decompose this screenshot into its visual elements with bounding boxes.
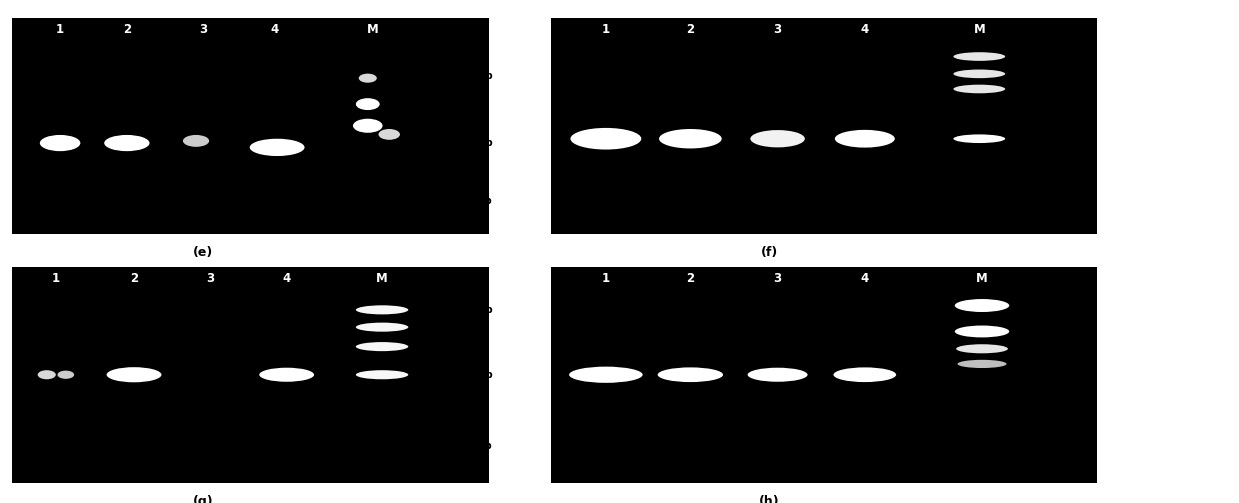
Text: M: M — [367, 23, 378, 36]
Ellipse shape — [957, 344, 1009, 353]
Ellipse shape — [356, 322, 409, 331]
Ellipse shape — [104, 135, 150, 151]
Text: 2: 2 — [686, 272, 694, 285]
Ellipse shape — [378, 129, 400, 140]
Text: (e): (e) — [193, 246, 213, 259]
Ellipse shape — [751, 130, 805, 147]
Ellipse shape — [954, 69, 1005, 78]
Text: 1: 1 — [56, 23, 64, 36]
Text: 300bp: 300bp — [456, 370, 493, 380]
Ellipse shape — [250, 139, 305, 156]
Text: 4: 4 — [282, 272, 291, 285]
Ellipse shape — [356, 98, 379, 110]
Ellipse shape — [353, 119, 383, 133]
Text: 300bp: 300bp — [1058, 370, 1095, 380]
Text: 1: 1 — [602, 23, 610, 36]
Text: (f): (f) — [761, 246, 778, 259]
Text: 4: 4 — [270, 23, 279, 36]
Text: (h): (h) — [760, 495, 779, 503]
Text: 4: 4 — [861, 23, 869, 36]
Text: 4: 4 — [861, 272, 869, 285]
Ellipse shape — [747, 368, 808, 382]
Text: 100bp: 100bp — [456, 441, 493, 451]
Text: 300bp: 300bp — [456, 138, 493, 148]
Text: (g): (g) — [193, 495, 213, 503]
Ellipse shape — [570, 128, 642, 149]
Text: 2: 2 — [130, 272, 138, 285]
Text: M: M — [377, 272, 388, 285]
Text: 3: 3 — [206, 272, 214, 285]
Ellipse shape — [183, 135, 209, 147]
Ellipse shape — [954, 85, 1005, 94]
Text: 600bp: 600bp — [456, 71, 493, 81]
Text: 3: 3 — [773, 23, 782, 36]
Text: 100bp: 100bp — [1058, 201, 1095, 211]
Text: M: M — [976, 272, 987, 285]
Ellipse shape — [57, 371, 74, 379]
Ellipse shape — [954, 134, 1005, 143]
Ellipse shape — [37, 370, 56, 379]
Ellipse shape — [658, 367, 724, 382]
Ellipse shape — [955, 325, 1010, 338]
Ellipse shape — [835, 130, 895, 147]
Ellipse shape — [107, 367, 161, 382]
Ellipse shape — [659, 129, 721, 148]
Text: 3: 3 — [773, 272, 782, 285]
Text: 100bp: 100bp — [1058, 446, 1095, 455]
Text: 300bp: 300bp — [1058, 134, 1095, 144]
Text: 3: 3 — [199, 23, 207, 36]
Ellipse shape — [954, 52, 1005, 61]
Ellipse shape — [259, 368, 315, 382]
Text: 600bp: 600bp — [456, 305, 493, 315]
Text: 600bp: 600bp — [1058, 305, 1095, 315]
Text: 2: 2 — [686, 23, 694, 36]
Ellipse shape — [356, 342, 409, 351]
Ellipse shape — [40, 135, 81, 151]
Ellipse shape — [356, 305, 409, 314]
Ellipse shape — [356, 370, 409, 379]
Ellipse shape — [359, 73, 377, 82]
Ellipse shape — [955, 299, 1010, 312]
Text: 1: 1 — [602, 272, 610, 285]
Ellipse shape — [569, 367, 643, 383]
Text: 600bp: 600bp — [1058, 56, 1095, 66]
Text: 100bp: 100bp — [456, 197, 493, 206]
Text: 2: 2 — [123, 23, 131, 36]
Ellipse shape — [834, 367, 896, 382]
Ellipse shape — [958, 360, 1006, 368]
Text: M: M — [974, 23, 985, 36]
Text: 1: 1 — [51, 272, 59, 285]
